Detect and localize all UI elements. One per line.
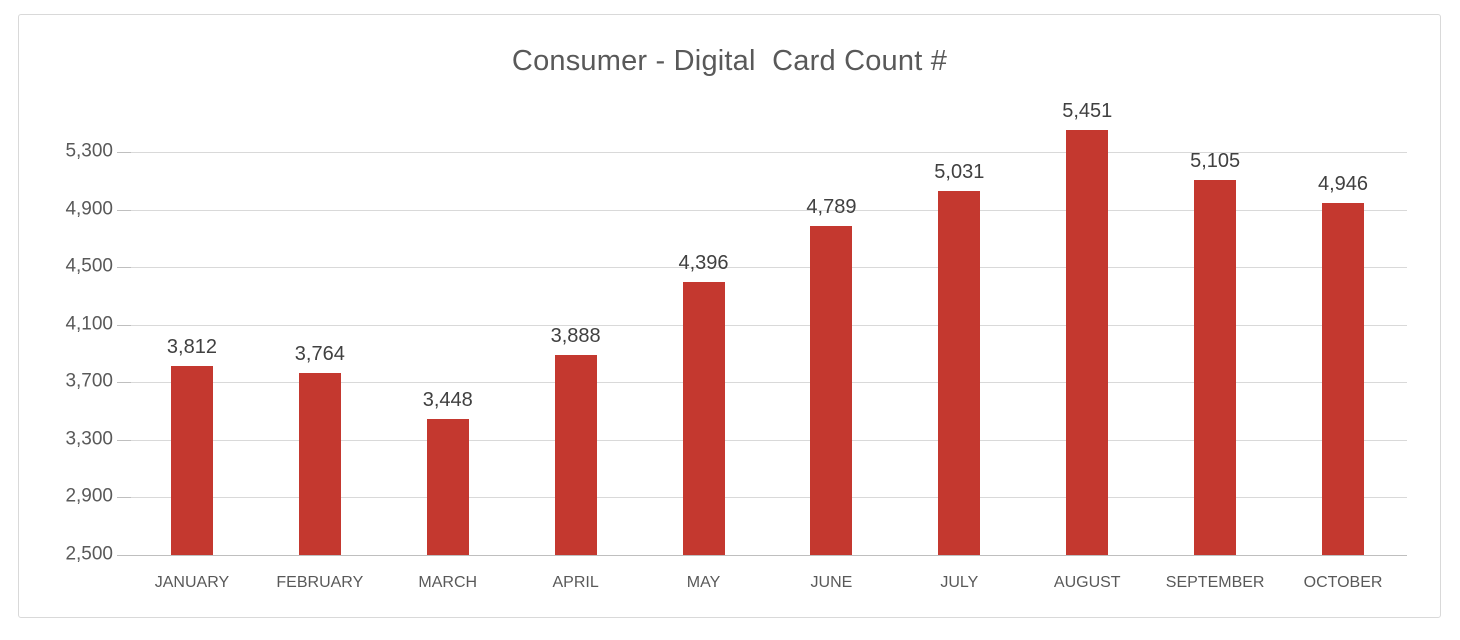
bar-column-march: 3,448 MARCH — [384, 152, 512, 591]
bar-value-label-february: 3,764 — [294, 343, 345, 366]
bar-july[interactable] — [938, 190, 981, 555]
plot-area: 5,300 4,900 4,500 4,100 3,700 3,300 2,900 2,500… — [65, 100, 1407, 591]
gridline — [128, 439, 1407, 441]
bar-october[interactable] — [1322, 202, 1365, 555]
bar-column-july: 5,031 JULY — [895, 152, 1023, 591]
x-axis-category-label-july: JULY — [940, 574, 979, 591]
y-axis-tick — [117, 497, 131, 499]
bar-september[interactable] — [1194, 180, 1237, 555]
y-axis-tick-label: 5,300 — [65, 140, 113, 162]
x-axis-category-label-september: SEPTEMBER — [1165, 574, 1265, 591]
gridline — [128, 152, 1407, 153]
x-axis-category-label-june: JUNE — [810, 574, 853, 591]
gridline — [128, 497, 1407, 499]
x-axis-category-label-february: FEBRUARY — [276, 574, 364, 591]
bar-column-may: 4,396 MAY — [640, 152, 768, 591]
x-axis-category-label-october: OCTOBER — [1303, 574, 1383, 591]
bar-may[interactable] — [682, 282, 725, 555]
bar-march[interactable] — [426, 418, 469, 555]
y-axis-tick-label: 3,700 — [65, 370, 113, 392]
x-axis-line — [128, 555, 1407, 556]
bar-column-january: 3,812 JANUARY — [128, 152, 256, 591]
y-axis-tick — [117, 324, 131, 326]
bar-value-label-september: 5,105 — [1190, 150, 1241, 173]
bar-value-label-june: 4,789 — [806, 195, 857, 218]
bar-column-october: 4,946 OCTOBER — [1279, 152, 1407, 591]
bar-april[interactable] — [554, 355, 597, 555]
bar-value-label-august: 5,451 — [1062, 100, 1113, 123]
bar-value-label-january: 3,812 — [166, 336, 217, 359]
x-axis-category-label-august: AUGUST — [1053, 574, 1121, 591]
gridline — [128, 382, 1407, 384]
bar-column-august: 5,451 AUGUST — [1023, 100, 1151, 591]
y-axis-tick-label: 2,500 — [65, 543, 113, 565]
gridline — [128, 324, 1407, 326]
bar-column-april: 3,888 APRIL — [512, 152, 640, 591]
bar-value-label-july: 5,031 — [934, 160, 985, 183]
bar-column-february: 3,764 FEBRUARY — [256, 152, 384, 591]
chart-title: Consumer - Digital Card Count # — [511, 45, 948, 77]
y-axis-tick-label: 4,900 — [65, 198, 113, 220]
y-axis-tick — [117, 267, 131, 269]
y-axis-tick — [117, 152, 131, 153]
y-axis-tick-label: 4,500 — [65, 255, 113, 277]
y-axis-tick-label: 2,900 — [65, 485, 113, 507]
y-axis-tick — [117, 382, 131, 384]
bar-column-june: 4,789 JUNE — [768, 152, 896, 591]
y-axis-tick — [117, 555, 131, 556]
bar-august[interactable] — [1066, 130, 1109, 555]
x-axis-category-label-january: JANUARY — [154, 574, 230, 591]
x-axis-category-label-april: APRIL — [552, 574, 599, 591]
bar-value-label-october: 4,946 — [1318, 172, 1369, 195]
x-axis-category-label-may: MAY — [686, 574, 721, 591]
x-axis-category-label-march: MARCH — [418, 574, 478, 591]
y-axis-tick-label: 4,100 — [65, 313, 113, 335]
bar-value-label-april: 3,888 — [550, 325, 601, 348]
y-axis-tick — [117, 439, 131, 441]
chart-frame: Consumer - Digital Card Count # 5,300 4,9… — [18, 14, 1441, 618]
bar-january[interactable] — [170, 366, 213, 555]
bar-column-september: 5,105 SEPTEMBER — [1151, 150, 1279, 591]
bar-june[interactable] — [810, 225, 853, 555]
bar-february[interactable] — [298, 373, 341, 555]
bar-value-label-may: 4,396 — [678, 252, 729, 275]
gridline — [128, 267, 1407, 269]
y-axis-tick-label: 3,300 — [65, 428, 113, 450]
y-axis-tick — [117, 209, 131, 211]
bar-value-label-march: 3,448 — [422, 388, 473, 411]
gridline — [128, 209, 1407, 211]
